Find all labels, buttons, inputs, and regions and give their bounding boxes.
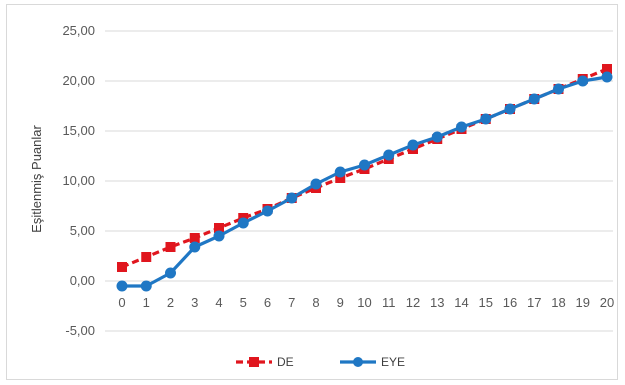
data-point [602, 64, 612, 74]
data-point [431, 131, 443, 143]
grid-lines [105, 30, 613, 332]
series-layer [116, 64, 613, 292]
legend-label: DE [277, 355, 294, 369]
y-tick-label: 20,00 [62, 73, 95, 88]
x-tick-label: 8 [312, 295, 319, 310]
data-point [116, 280, 128, 292]
legend: DE EYE [236, 355, 405, 369]
y-tick-label: 5,00 [70, 223, 95, 238]
data-point [213, 230, 225, 242]
legend-marker [249, 357, 259, 367]
x-tick-label: 19 [576, 295, 590, 310]
data-point [165, 267, 176, 279]
data-point [504, 103, 516, 115]
data-point [165, 242, 176, 252]
data-point [214, 223, 224, 233]
x-tick-label: 7 [288, 295, 295, 310]
data-point [601, 71, 613, 83]
data-point [480, 113, 492, 125]
x-tick-label: 15 [479, 295, 493, 310]
data-point [262, 205, 273, 217]
x-tick-label: 0 [118, 295, 125, 310]
data-point [140, 280, 152, 292]
data-point [407, 139, 419, 151]
x-tick-label: 16 [503, 295, 517, 310]
legend-item-eye: EYE [340, 355, 405, 369]
x-tick-label: 10 [357, 295, 371, 310]
data-point [456, 121, 467, 133]
y-tick-labels: -5,00 0,00 5,00 10,00 15,00 20,00 25,00 [62, 23, 95, 338]
data-point [310, 178, 322, 190]
x-tick-label: 17 [527, 295, 541, 310]
y-tick-label: -5,00 [65, 323, 95, 338]
x-tick-labels: 0 1 2 3 4 5 6 7 8 9 10 11 12 13 14 15 16 17 18 19 20 [118, 295, 614, 310]
data-point [334, 166, 346, 178]
data-point [553, 83, 564, 95]
y-axis-title: Eşitlenmiş Puanlar [29, 125, 44, 233]
data-point [335, 173, 346, 183]
y-tick-label: 25,00 [62, 23, 95, 38]
data-point [117, 262, 127, 272]
x-tick-label: 2 [167, 295, 174, 310]
y-tick-label: 0,00 [70, 273, 95, 288]
x-tick-label: 4 [215, 295, 222, 310]
x-tick-label: 6 [264, 295, 271, 310]
data-point [286, 192, 298, 204]
legend-label: EYE [381, 355, 405, 369]
x-tick-label: 14 [454, 295, 468, 310]
series-eye [116, 71, 613, 292]
x-tick-label: 5 [240, 295, 247, 310]
data-point [383, 149, 395, 161]
data-point [189, 233, 200, 243]
x-tick-label: 9 [337, 295, 344, 310]
x-tick-label: 20 [600, 295, 614, 310]
y-tick-label: 15,00 [62, 123, 95, 138]
x-tick-label: 3 [191, 295, 198, 310]
x-tick-label: 18 [551, 295, 565, 310]
data-point [359, 159, 370, 171]
legend-item-de: DE [236, 355, 294, 369]
x-tick-label: 12 [406, 295, 420, 310]
legend-marker [353, 357, 363, 367]
x-tick-label: 1 [143, 295, 150, 310]
data-point [577, 75, 589, 87]
data-point [189, 241, 201, 253]
x-tick-label: 11 [382, 295, 396, 310]
data-point [528, 93, 540, 105]
x-tick-label: 13 [430, 295, 444, 310]
data-point [237, 217, 249, 229]
y-tick-label: 10,00 [62, 173, 95, 188]
data-point [141, 252, 152, 262]
